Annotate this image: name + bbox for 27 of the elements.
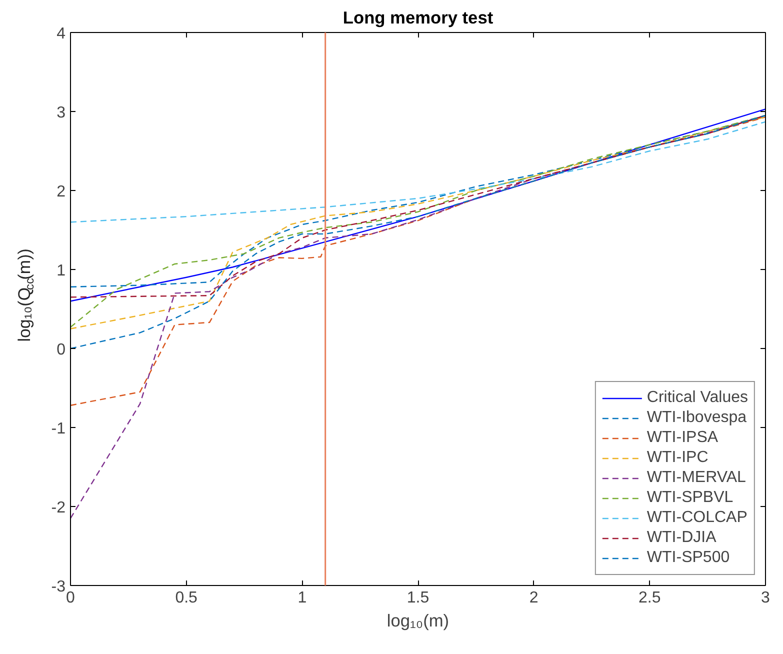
legend-label: WTI-SP500 — [646, 549, 730, 567]
legend-label: WTI-MERVAL — [646, 469, 746, 487]
y-tick-label: 1 — [56, 262, 66, 280]
legend-label: WTI-IPC — [646, 449, 708, 467]
y-tick-label: 2 — [56, 184, 66, 200]
y-tick-label: 4 — [56, 26, 66, 42]
x-tick-label: 3 — [761, 590, 770, 606]
x-tick-label: 1.5 — [406, 590, 430, 606]
y-tick-label: 0 — [56, 342, 66, 358]
y-axis-title: log₁₀(Qcc(m)) — [15, 248, 36, 342]
legend-label: WTI-SPBVL — [646, 489, 734, 507]
legend-label: WTI-Ibovespa — [646, 409, 747, 427]
x-tick-label: 1 — [298, 590, 307, 606]
y-tick-label: -1 — [51, 420, 66, 438]
legend-label: WTI-COLCAP — [646, 509, 748, 527]
x-tick-label: 2 — [529, 590, 538, 606]
legend-label: WTI-DJIA — [646, 529, 716, 547]
x-tick-label: 2.5 — [638, 590, 661, 606]
legend-label: Critical Values — [646, 389, 748, 407]
y-tick-label: 3 — [56, 104, 66, 122]
legend-label: WTI-IPSA — [646, 429, 718, 447]
y-tick-label: -3 — [51, 578, 66, 596]
y-tick-label: -2 — [51, 500, 66, 516]
x-tick-label: 0.5 — [175, 590, 198, 606]
line-series — [70, 121, 766, 223]
chart-title: Long memory test — [342, 8, 494, 28]
x-axis-title: log₁₀(m) — [386, 610, 450, 630]
